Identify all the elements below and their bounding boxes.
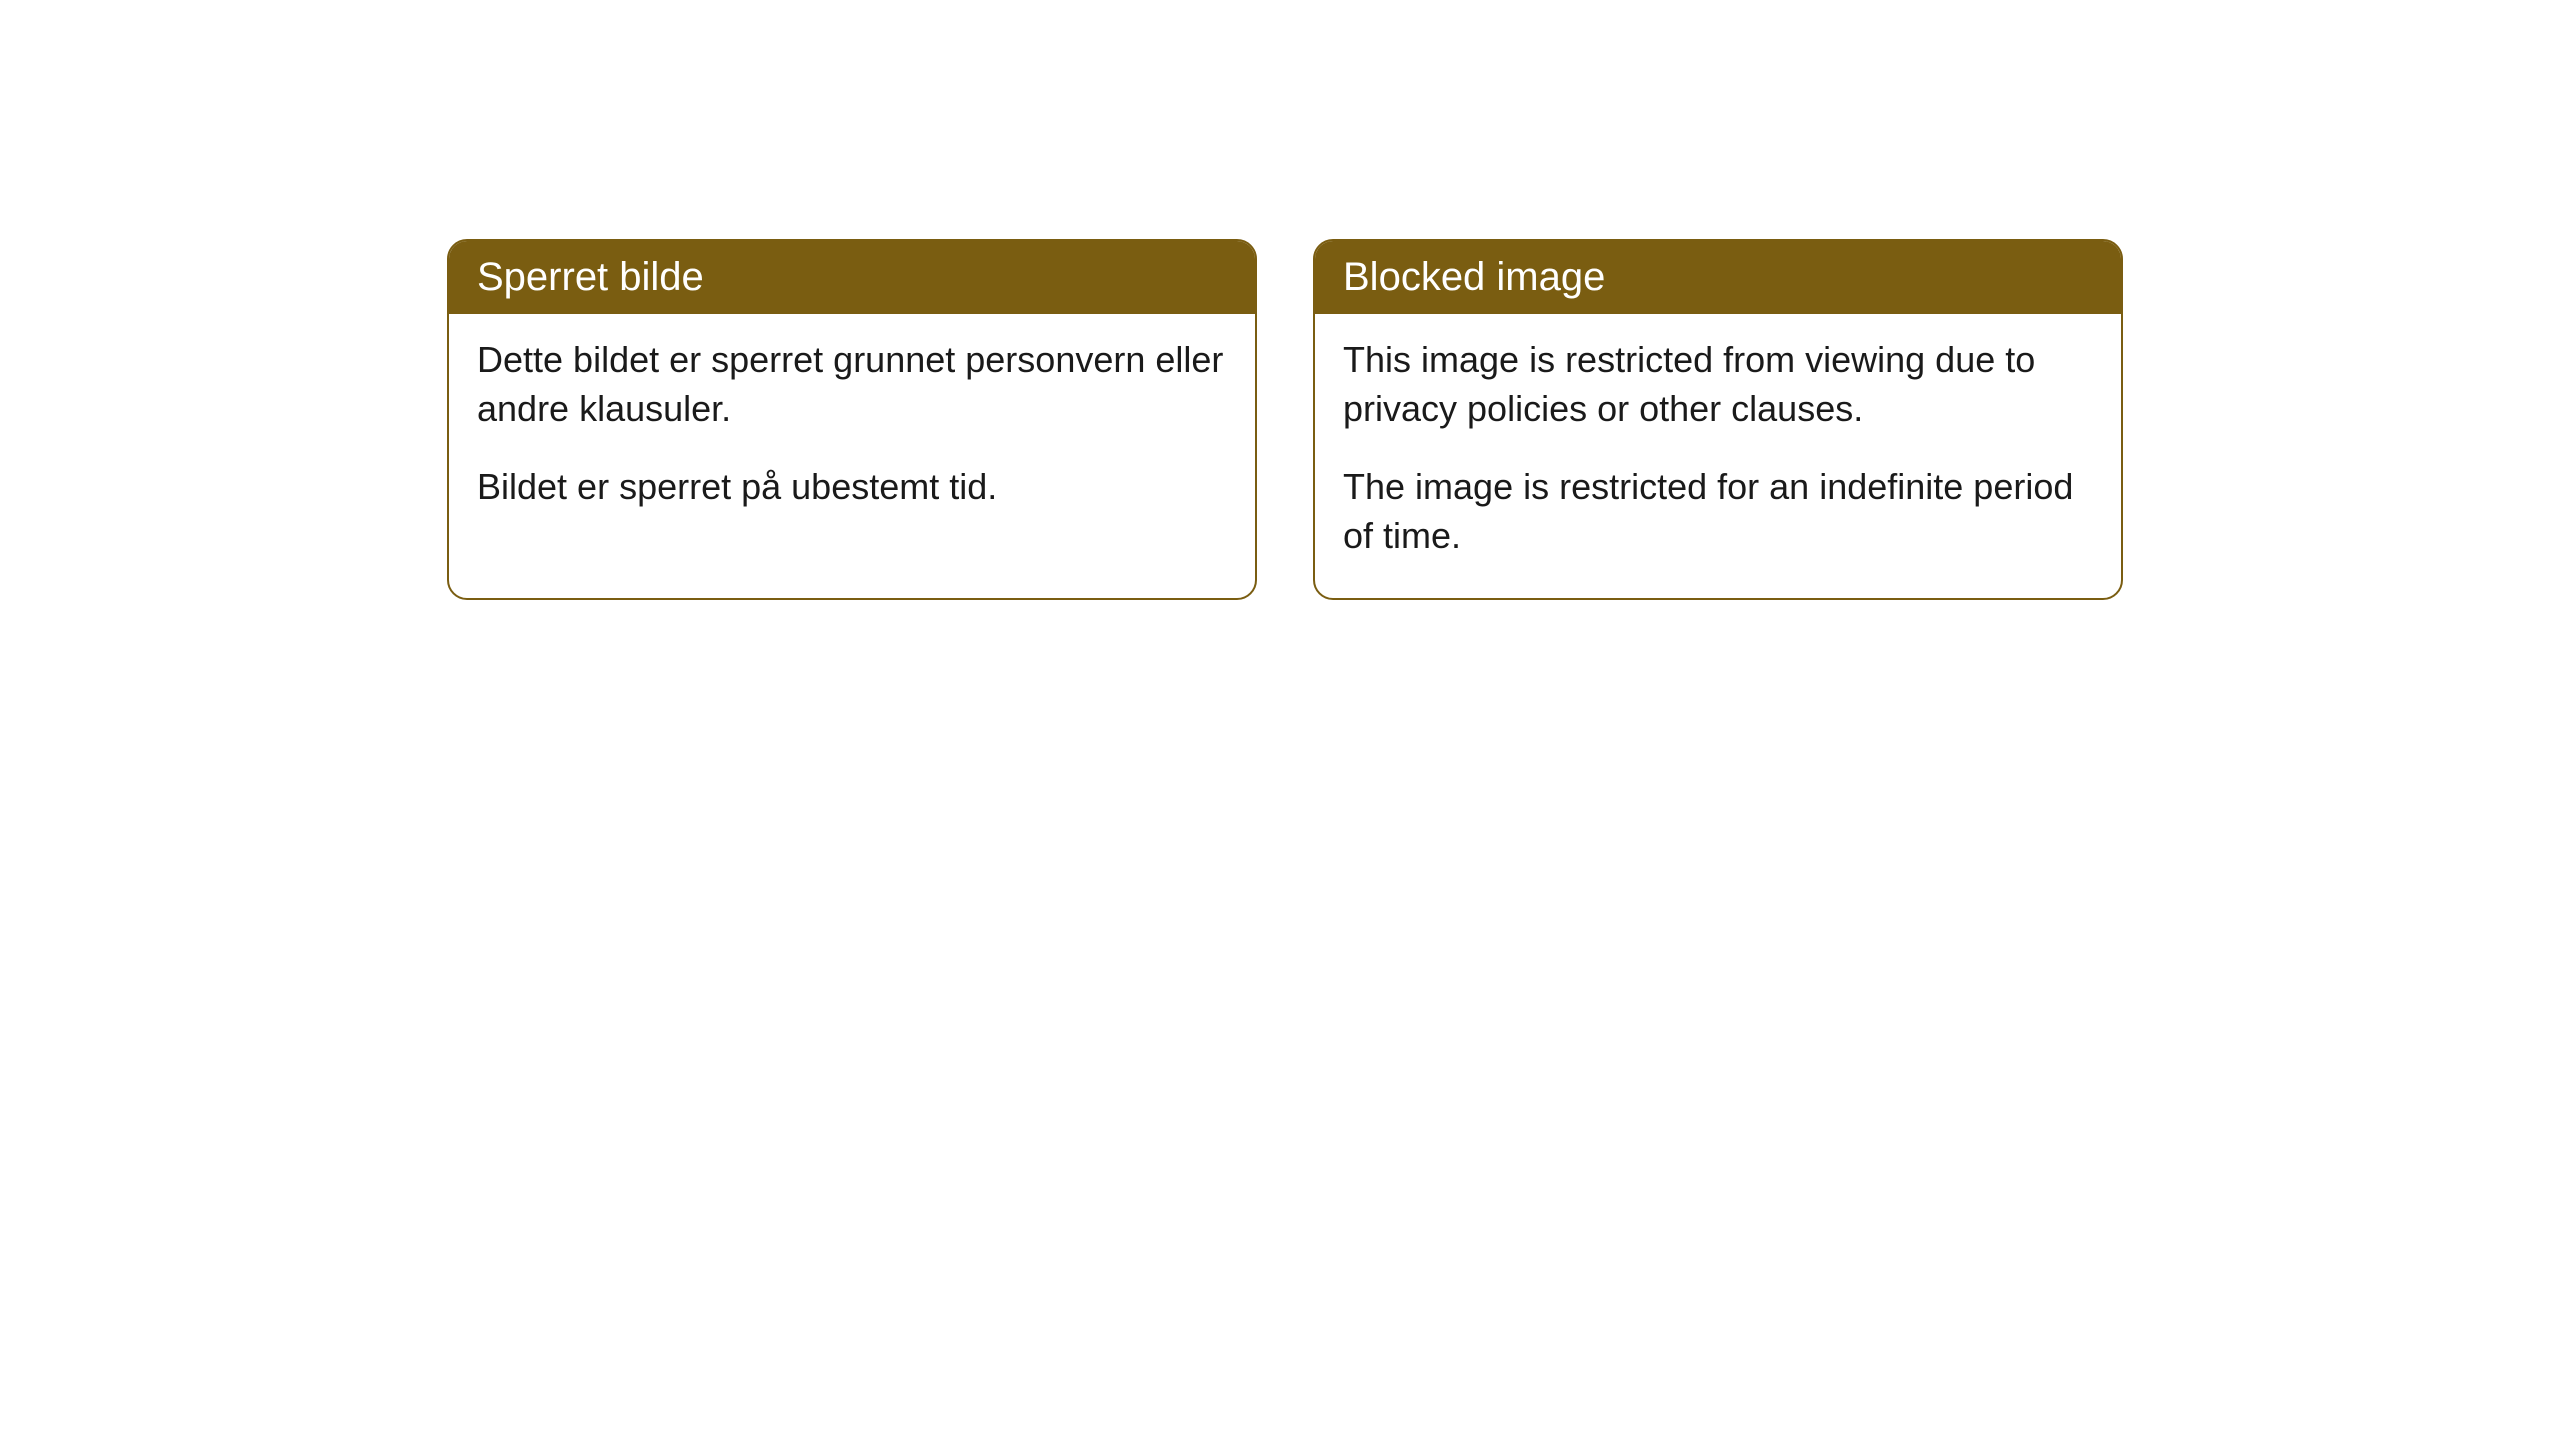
card-title-norwegian: Sperret bilde xyxy=(477,255,704,299)
blocked-image-card-norwegian: Sperret bilde Dette bildet er sperret gr… xyxy=(447,239,1257,600)
card-paragraph-2-english: The image is restricted for an indefinit… xyxy=(1343,463,2093,560)
card-body-norwegian: Dette bildet er sperret grunnet personve… xyxy=(449,314,1255,550)
cards-container: Sperret bilde Dette bildet er sperret gr… xyxy=(447,239,2560,600)
card-header-english: Blocked image xyxy=(1315,241,2121,314)
card-title-english: Blocked image xyxy=(1343,255,1605,299)
blocked-image-card-english: Blocked image This image is restricted f… xyxy=(1313,239,2123,600)
card-header-norwegian: Sperret bilde xyxy=(449,241,1255,314)
card-body-english: This image is restricted from viewing du… xyxy=(1315,314,2121,598)
card-paragraph-1-english: This image is restricted from viewing du… xyxy=(1343,336,2093,433)
card-paragraph-2-norwegian: Bildet er sperret på ubestemt tid. xyxy=(477,463,1227,512)
card-paragraph-1-norwegian: Dette bildet er sperret grunnet personve… xyxy=(477,336,1227,433)
